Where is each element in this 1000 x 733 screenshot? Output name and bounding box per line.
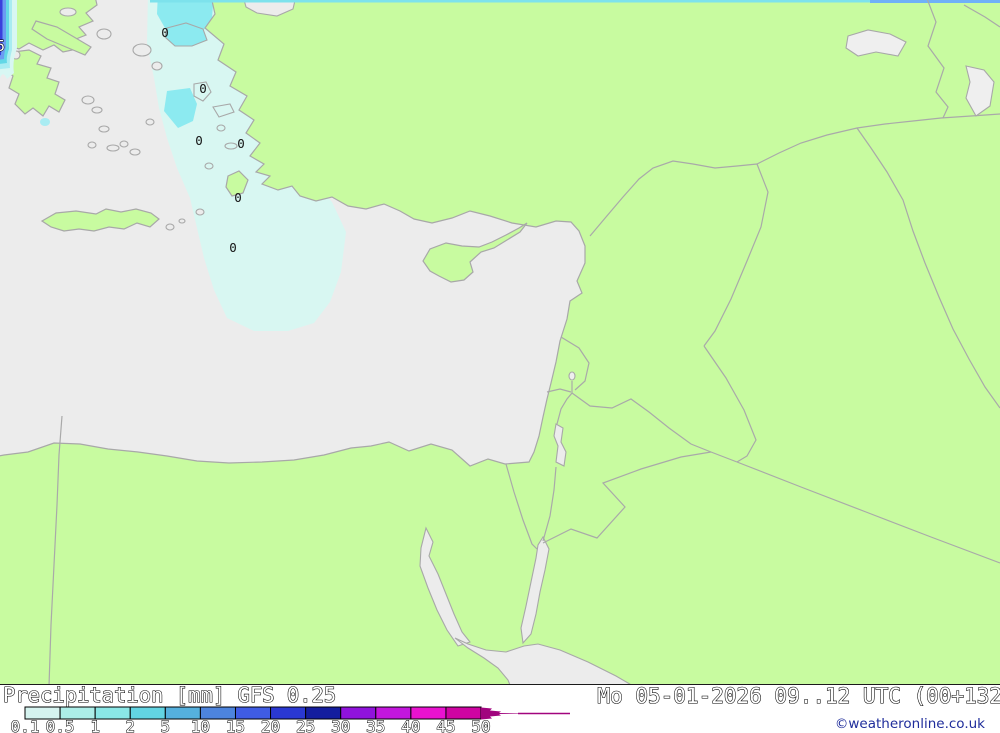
lake-van <box>845 29 907 57</box>
legend-tick-label: 5 <box>160 717 170 733</box>
legend-tick-label: 25 <box>296 717 315 733</box>
legend-tick-label: 35 <box>366 717 385 733</box>
legend-title: Precipitation [mm] GFS 0.25 <box>3 685 336 707</box>
zero-precip-marker: 0 <box>234 190 242 205</box>
sea-of-marmara <box>243 0 296 17</box>
euboea-island <box>31 20 92 56</box>
red-sea <box>454 637 631 684</box>
precip-medium-patch-central <box>164 88 197 128</box>
legend-tick-label: 40 <box>401 717 420 733</box>
rhodes-island <box>225 170 249 197</box>
legend-tick-label: 50 <box>471 717 490 733</box>
contour-edge-label: 5 <box>0 37 5 55</box>
legend-tick-label: 1 <box>90 717 100 733</box>
mainland-landmass <box>0 0 1000 684</box>
peloponnese <box>4 49 66 117</box>
sea-of-galilee <box>568 371 576 381</box>
black-sea-strip <box>150 0 870 3</box>
dead-sea <box>553 423 567 467</box>
precipitation-map: 0 0 0 0 0 0 5 <box>0 0 1000 684</box>
zero-precip-marker: 0 <box>199 81 207 96</box>
lesbos-island <box>164 22 208 47</box>
lake-urmia <box>965 65 995 117</box>
map-canvas: 0 0 0 0 0 0 5 <box>0 0 1000 684</box>
zero-precip-marker: 0 <box>161 25 169 40</box>
timestamp: Mo 05-01-2026 09..12 UTC (00+132 <box>597 685 1000 708</box>
country-borders <box>48 0 1000 684</box>
legend-bar: Precipitation [mm] GFS 0.25 0.1 0.5 1 2 5 10 1… <box>0 684 1000 733</box>
crete-island <box>40 208 160 232</box>
cyprus-island <box>422 222 528 283</box>
legend-color-scale: 0.1 0.5 1 2 5 10 15 20 25 30 35 40 45 50 <box>10 706 491 733</box>
legend-overflow-arrow <box>481 707 521 720</box>
precip-light-area <box>147 0 346 331</box>
red-sea-gulfs <box>419 526 631 684</box>
east-aegean-islands <box>164 22 238 170</box>
gulf-of-aqaba <box>520 535 550 645</box>
copyright-link[interactable]: ©weatheronline.co.uk <box>835 716 985 732</box>
legend-graphics: Precipitation [mm] GFS 0.25 0.1 0.5 1 2 5 10 1… <box>2 685 1000 733</box>
legend-tick-label: 10 <box>191 717 210 733</box>
black-sea-strip-east <box>870 0 1000 3</box>
precip-value-markers: 0 0 0 0 0 0 5 <box>0 25 245 255</box>
legend-tick-label: 30 <box>331 717 350 733</box>
ionian-precip-bands <box>0 0 50 126</box>
zero-precip-marker: 0 <box>195 133 203 148</box>
samos-island <box>212 103 235 118</box>
legend-tick-label: 20 <box>261 717 280 733</box>
legend-tick-label: 15 <box>226 717 245 733</box>
legend-tick-label: 45 <box>436 717 455 733</box>
chios-island <box>193 81 212 102</box>
legend-tick-label: 2 <box>125 717 135 733</box>
legend-tick-label: 0.5 <box>46 717 75 733</box>
gulf-of-suez <box>419 526 471 647</box>
zero-precip-marker: 0 <box>229 240 237 255</box>
zero-precip-marker: 0 <box>237 136 245 151</box>
aegean-islands <box>11 7 205 231</box>
lakes <box>553 29 995 467</box>
legend-tick-label: 0.1 <box>11 717 40 733</box>
